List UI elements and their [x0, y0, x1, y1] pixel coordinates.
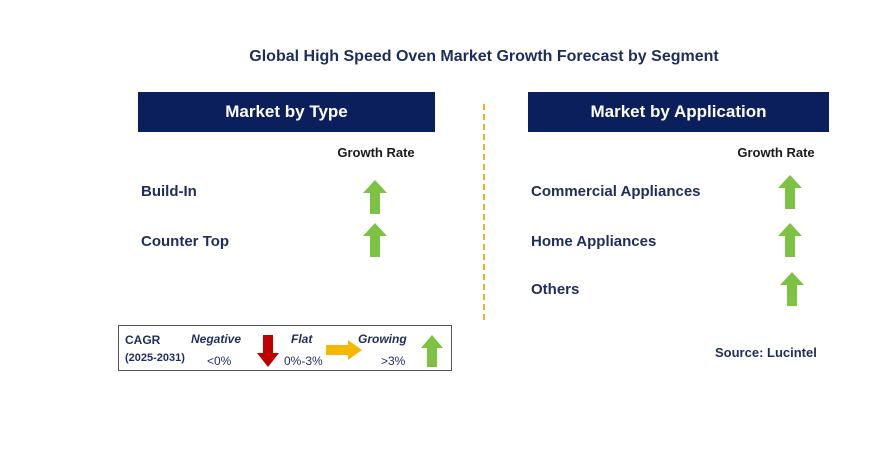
chart-title: Global High Speed Oven Market Growth For…: [249, 48, 719, 65]
growing-arrow-icon: [363, 223, 387, 257]
row-label-counter-top: Counter Top: [141, 233, 230, 250]
row-label-others: Others: [531, 281, 580, 298]
row-label-commercial-appliances: Commercial Appliances: [531, 183, 701, 200]
growing-legend-arrow-icon: [421, 335, 443, 367]
legend-growing-label: Growing: [358, 332, 407, 346]
cagr-legend: CAGR (2025-2031) Negative <0% Flat 0%-3%…: [118, 325, 452, 371]
growing-arrow-icon: [780, 272, 804, 306]
negative-arrow-icon: [257, 335, 279, 367]
source-note: Source: Lucintel: [715, 345, 817, 360]
legend-growing-range: >3%: [381, 354, 406, 368]
growth-rate-header-application: Growth Rate: [737, 145, 815, 160]
flat-arrow-icon: [326, 340, 362, 360]
panel-header-application: Market by Application: [528, 92, 829, 132]
row-label-build-in: Build-In: [141, 183, 197, 200]
growing-arrow-icon: [363, 180, 387, 214]
legend-period: (2025-2031): [125, 352, 185, 364]
legend-negative-label: Negative: [191, 332, 242, 346]
legend-flat-label: Flat: [291, 332, 313, 346]
legend-flat-range: 0%-3%: [284, 354, 323, 368]
panel-divider: [483, 104, 485, 320]
growth-rate-header-type: Growth Rate: [337, 145, 415, 160]
growing-arrow-icon: [778, 223, 802, 257]
legend-negative-range: <0%: [207, 354, 232, 368]
panel-header-type: Market by Type: [138, 92, 435, 132]
growing-arrow-icon: [778, 175, 802, 209]
legend-cagr-label: CAGR: [125, 333, 161, 347]
row-label-home-appliances: Home Appliances: [531, 233, 657, 250]
